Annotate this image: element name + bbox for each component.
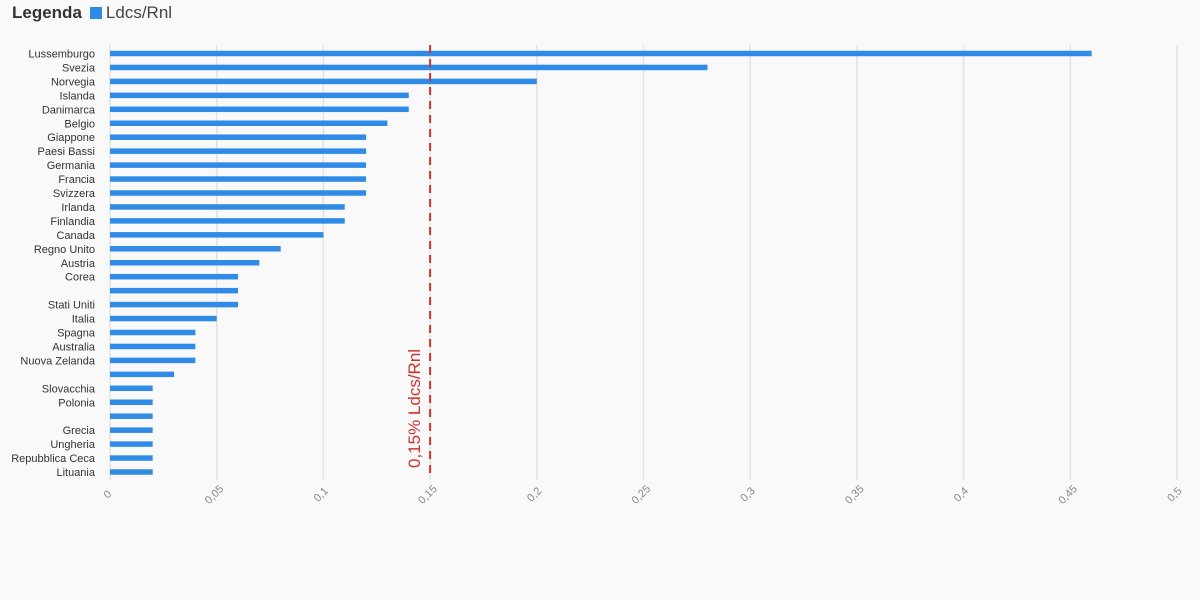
bar[interactable] — [110, 50, 1092, 57]
category-label: Finlandia — [50, 216, 96, 228]
category-label: Regno Unito — [34, 244, 95, 256]
category-label: Lituania — [56, 467, 95, 479]
bar[interactable] — [110, 232, 324, 238]
bar[interactable] — [110, 427, 153, 433]
bar[interactable] — [110, 106, 409, 113]
bar[interactable] — [110, 120, 388, 127]
bar[interactable] — [110, 287, 239, 294]
bar[interactable] — [110, 371, 175, 378]
bars — [110, 50, 1092, 475]
bar[interactable] — [110, 385, 153, 392]
bar[interactable] — [110, 455, 153, 461]
bar[interactable] — [110, 343, 196, 350]
bar[interactable] — [110, 78, 537, 85]
category-label: Stati Uniti — [48, 300, 95, 312]
bar[interactable] — [110, 399, 153, 406]
bar[interactable] — [110, 246, 281, 252]
x-axis-ticks: 0 0,05 0,1 0,15 0,2 0,25 0,3 0,35 0,4 0,45 0,5 — [101, 483, 1184, 507]
bar[interactable] — [110, 92, 409, 99]
x-tick-label: 0,25 — [630, 483, 654, 507]
bar[interactable] — [110, 176, 367, 182]
bar[interactable] — [110, 329, 196, 336]
bar[interactable] — [110, 301, 239, 308]
category-label: Paesi Bassi — [38, 146, 95, 158]
category-label: Svezia — [62, 62, 96, 74]
legend: Legenda Ldcs/Rnl — [12, 2, 172, 24]
category-label: Islanda — [60, 90, 96, 102]
bar[interactable] — [110, 469, 153, 475]
category-label: Lussemburgo — [28, 49, 95, 61]
x-tick-label: 0,45 — [1056, 483, 1080, 507]
bar[interactable] — [110, 413, 153, 419]
category-label: Corea — [65, 272, 96, 284]
category-label: Australia — [52, 341, 96, 353]
category-label: Germania — [47, 160, 96, 172]
category-label: Norvegia — [51, 76, 96, 88]
bar[interactable] — [110, 134, 367, 140]
category-label: Grecia — [63, 425, 96, 437]
bar[interactable] — [110, 357, 196, 364]
reference-line-group: 0,15% Ldcs/Rnl — [405, 45, 432, 478]
category-label: Ungheria — [50, 439, 96, 451]
bar[interactable] — [110, 441, 153, 447]
category-label: Francia — [58, 174, 96, 186]
category-label: Canada — [56, 230, 95, 242]
category-label: Repubblica Ceca — [11, 453, 96, 465]
bar[interactable] — [110, 204, 345, 210]
legend-series-label[interactable]: Ldcs/Rnl — [105, 3, 173, 22]
x-tick-label: 0,05 — [203, 483, 227, 507]
reference-line-label: 0,15% Ldcs/Rnl — [405, 349, 424, 468]
legend-swatch[interactable] — [89, 7, 102, 19]
x-tick-label: 0,4 — [952, 485, 971, 504]
category-label: Spagna — [57, 328, 96, 340]
bar[interactable] — [110, 148, 367, 154]
x-tick-label: 0,35 — [843, 483, 867, 507]
bar[interactable] — [110, 273, 239, 280]
category-label: Giappone — [47, 132, 95, 144]
bar[interactable] — [110, 162, 367, 168]
category-label: Italia — [72, 314, 96, 326]
x-tick-label: 0,1 — [312, 485, 331, 504]
category-label: Nuova Zelanda — [20, 355, 95, 367]
bar[interactable] — [110, 260, 260, 266]
x-tick-label: 0,5 — [1165, 485, 1184, 504]
category-label: Danimarca — [42, 104, 96, 116]
bar[interactable] — [110, 218, 345, 224]
bar[interactable] — [110, 315, 217, 322]
x-tick-label: 0,2 — [525, 485, 544, 504]
category-label: Belgio — [64, 118, 95, 130]
legend-title: Legenda — [12, 3, 82, 22]
bar[interactable] — [110, 190, 367, 196]
category-label: Austria — [61, 258, 96, 270]
x-tick-label: 0,3 — [738, 485, 757, 504]
category-label: Svizzera — [53, 188, 96, 200]
bar[interactable] — [110, 64, 708, 71]
category-label: Polonia — [58, 397, 96, 409]
category-label: Slovacchia — [42, 383, 96, 395]
x-tick-label: 0 — [101, 488, 114, 501]
category-label: Irlanda — [61, 202, 96, 214]
x-tick-label: 0,15 — [416, 483, 440, 507]
